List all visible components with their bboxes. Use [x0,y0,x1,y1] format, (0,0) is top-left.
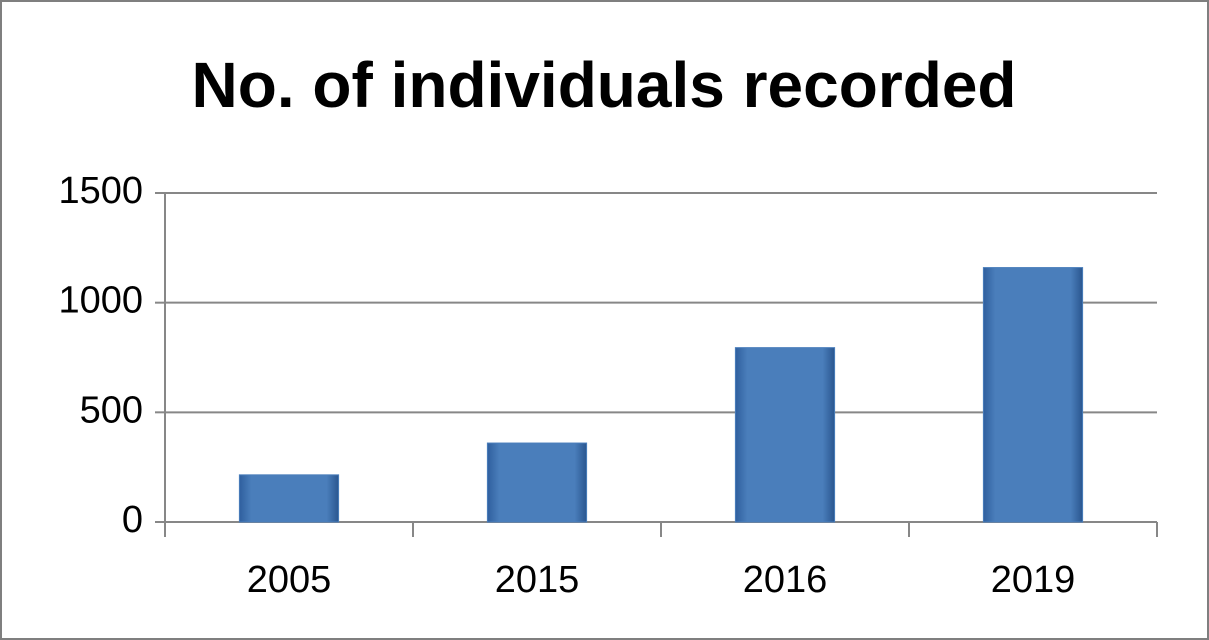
bar [486,442,588,523]
x-tick-label: 2016 [743,559,828,601]
x-tick-label: 2005 [247,559,332,601]
y-tick-label: 0 [122,499,143,541]
y-tick-label: 1000 [58,280,143,322]
y-tick-label: 1500 [58,170,143,212]
bar [982,267,1084,523]
bar [734,347,836,523]
y-tick-label: 500 [80,389,143,431]
bar [238,474,340,523]
chart-title: No. of individuals recorded [192,49,1017,121]
x-tick-label: 2019 [991,559,1076,601]
x-tick-label: 2015 [495,559,580,601]
